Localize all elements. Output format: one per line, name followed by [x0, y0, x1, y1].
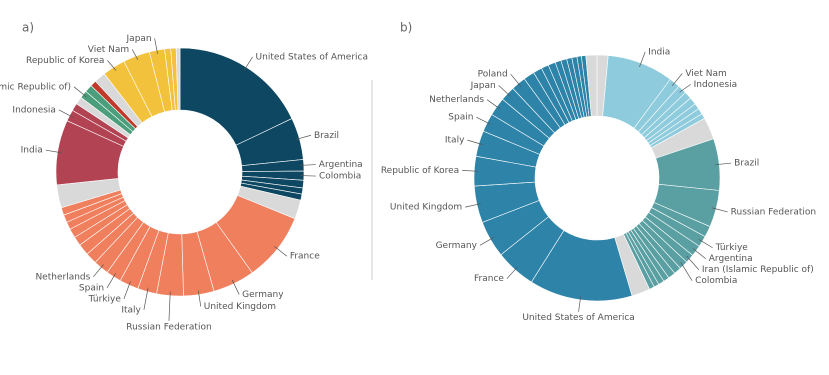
slice-label: Netherlands	[35, 272, 90, 282]
leader-line	[692, 248, 706, 260]
leader-line	[671, 73, 683, 87]
slice-label: Indonesia	[12, 105, 56, 115]
slice-label: Colombia	[695, 276, 737, 286]
leader-line	[73, 86, 87, 98]
slice-label: Italy	[445, 136, 465, 146]
slice-label: Viet Nam	[88, 45, 129, 55]
leader-line	[168, 291, 171, 321]
leader-line	[686, 255, 700, 270]
leader-line	[295, 134, 312, 140]
leader-line	[243, 56, 253, 71]
leader-line	[231, 279, 240, 295]
slice-label: Brazil	[314, 131, 339, 141]
leader-line	[506, 266, 518, 279]
leader-line	[712, 207, 728, 213]
leader-line	[467, 139, 483, 145]
panel-label: a)	[22, 21, 34, 35]
slice-label: Colombia	[319, 172, 361, 182]
leader-line	[639, 51, 646, 67]
leader-line	[698, 239, 713, 249]
leader-line	[299, 164, 316, 166]
leader-line	[465, 203, 481, 208]
slice-label: United States of America	[522, 313, 634, 323]
slice-label: Poland	[478, 70, 508, 80]
leader-line	[476, 116, 491, 125]
donut-slice	[585, 54, 598, 117]
slice-label: Italy	[121, 305, 141, 315]
slice-label: United Kingdom	[204, 302, 276, 312]
leader-line	[93, 264, 104, 278]
slice-label: Indonesia	[694, 80, 738, 90]
slice-label: Argentina	[319, 160, 363, 170]
slice-label: Germany	[436, 241, 478, 251]
slice-label: Viet Nam	[685, 69, 726, 79]
slice-label: Republic of Korea	[26, 56, 104, 66]
donut-slice	[175, 47, 181, 111]
leader-line	[679, 84, 691, 93]
leader-line	[510, 73, 522, 87]
slice-label: Iran (Islamic Republic of)	[0, 82, 71, 92]
slice-label: India	[21, 146, 43, 156]
donut-slice	[179, 47, 293, 146]
slice-label: France	[474, 274, 504, 284]
slice-label: United Kingdom	[390, 203, 462, 213]
leader-line	[715, 162, 732, 166]
slice-label: Spain	[79, 283, 104, 293]
leader-line	[680, 262, 693, 281]
slice-label: Türkiye	[88, 294, 122, 304]
leader-line	[107, 60, 117, 71]
leader-line	[197, 290, 202, 307]
slice-label: India	[648, 47, 670, 57]
leader-line	[45, 149, 62, 154]
leader-line	[154, 38, 158, 55]
slice-label: Republic of Korea	[381, 166, 459, 176]
leader-line	[131, 49, 139, 60]
leader-line	[106, 273, 116, 288]
slice-label: Germany	[242, 290, 284, 300]
slice-label: Argentina	[709, 254, 753, 264]
leader-line	[578, 295, 582, 312]
leader-line	[486, 99, 501, 110]
leader-line	[123, 281, 131, 299]
slice-label: Russian Federation	[126, 322, 211, 332]
slice-label: Türkiye	[715, 243, 749, 253]
slice-label: France	[290, 252, 320, 262]
leader-line	[58, 109, 74, 118]
slice-label: Brazil	[734, 159, 759, 169]
slice-label: Japan	[126, 34, 152, 44]
leader-line	[462, 170, 479, 172]
slice-label: Spain	[448, 113, 473, 123]
leader-line	[479, 236, 494, 246]
slice-label: Japan	[470, 81, 496, 91]
slice-label: United States of America	[256, 52, 368, 62]
panel-label: b)	[400, 21, 412, 35]
slice-label: Iran (Islamic Republic of)	[702, 265, 814, 275]
leader-line	[274, 245, 288, 257]
leader-line	[498, 85, 511, 97]
slice-label: Russian Federation	[731, 207, 816, 217]
slice-label: Netherlands	[429, 95, 484, 105]
leader-line	[143, 287, 149, 310]
